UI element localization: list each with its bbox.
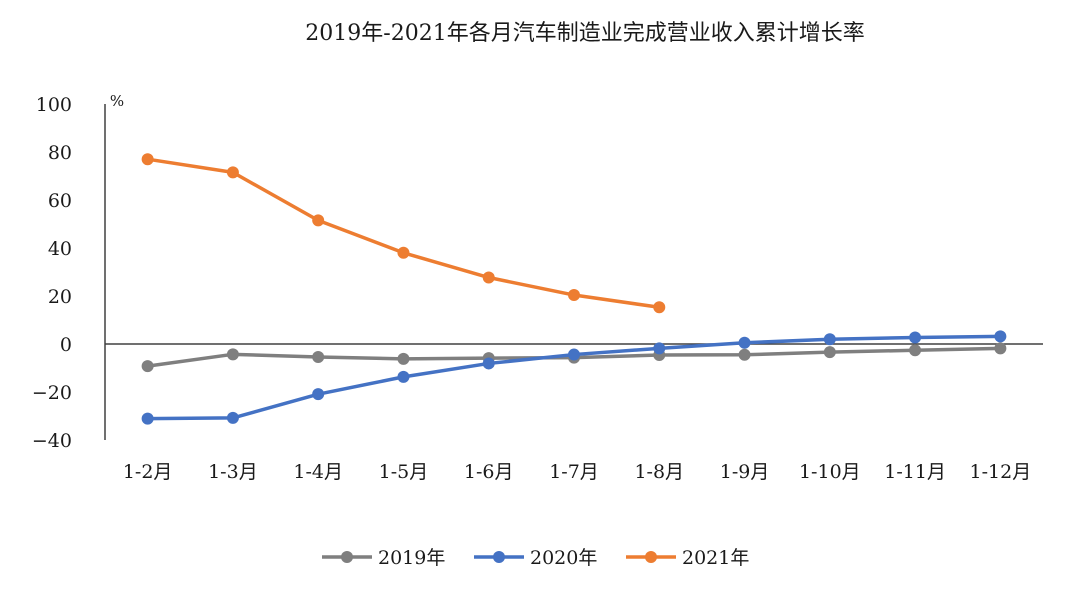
legend-label: 2021年 <box>682 547 749 569</box>
data-point <box>823 333 836 346</box>
x-tick-label: 1-5月 <box>379 461 429 483</box>
data-point <box>141 153 154 166</box>
y-tick-label: 80 <box>48 142 72 164</box>
x-tick-label: 1-8月 <box>634 461 684 483</box>
data-point <box>738 348 751 361</box>
legend-swatch-marker <box>645 551 657 563</box>
y-tick-label: 20 <box>48 286 72 308</box>
x-tick-label: 1-6月 <box>464 461 514 483</box>
data-point <box>312 388 325 401</box>
data-point <box>226 166 239 179</box>
legend: 2019年 2020年 2021年 <box>322 547 749 569</box>
data-point <box>738 336 751 349</box>
series-line <box>145 157 662 310</box>
data-point <box>312 350 325 363</box>
data-point <box>482 271 495 284</box>
legend-swatch-marker <box>493 551 505 563</box>
y-tick-label: 40 <box>48 238 72 260</box>
y-tick-label: −20 <box>32 382 72 404</box>
data-point <box>568 348 580 361</box>
x-tick-label: 1-3月 <box>208 461 258 483</box>
data-point <box>653 342 666 355</box>
data-point <box>226 411 239 424</box>
x-tick-label: 1-12月 <box>970 461 1032 483</box>
series-2021年 <box>141 153 666 314</box>
data-point <box>226 348 239 361</box>
y-tick-label: 60 <box>48 190 72 212</box>
data-point <box>141 412 154 425</box>
x-tick-label: 1-10月 <box>799 461 861 483</box>
data-point <box>909 344 922 357</box>
x-tick-label: 1-9月 <box>720 461 770 483</box>
x-tick-label: 1-2月 <box>123 461 173 483</box>
legend-label: 2020年 <box>530 547 597 569</box>
legend-swatch-marker <box>341 551 353 563</box>
legend-label: 2019年 <box>378 547 445 569</box>
legend-item: 2019年 <box>322 547 445 569</box>
y-tick-label: −40 <box>32 430 72 452</box>
data-point <box>994 342 1007 355</box>
legend-item: 2020年 <box>474 547 597 569</box>
data-point <box>823 346 836 359</box>
y-tick-labels: 100 80 60 40 20 0 −20 −40 <box>32 94 72 452</box>
data-point <box>994 330 1007 343</box>
data-point <box>397 352 410 365</box>
data-point <box>568 289 580 302</box>
data-point <box>141 360 154 373</box>
data-point <box>482 357 495 370</box>
x-tick-label: 1-4月 <box>293 461 343 483</box>
series-2020年 <box>141 330 1007 425</box>
data-point <box>653 301 666 314</box>
data-point <box>909 331 922 344</box>
y-tick-label: 100 <box>36 94 72 116</box>
data-point <box>312 214 325 227</box>
x-tick-label: 1-7月 <box>549 461 599 483</box>
data-point <box>397 246 410 259</box>
chart-title: 2019年-2021年各月汽车制造业完成营业收入累计增长率 <box>305 21 864 46</box>
data-point <box>397 370 410 383</box>
legend-item: 2021年 <box>626 547 749 569</box>
series-layer <box>141 153 1007 425</box>
y-axis-unit-label: % <box>110 92 124 110</box>
y-tick-label: 0 <box>60 334 72 356</box>
x-tick-label: 1-11月 <box>884 461 946 483</box>
x-tick-labels: 1-2月 1-3月 1-4月 1-5月 1-6月 1-7月 1-8月 1-9月 1-10月 1-1… <box>123 461 1031 483</box>
